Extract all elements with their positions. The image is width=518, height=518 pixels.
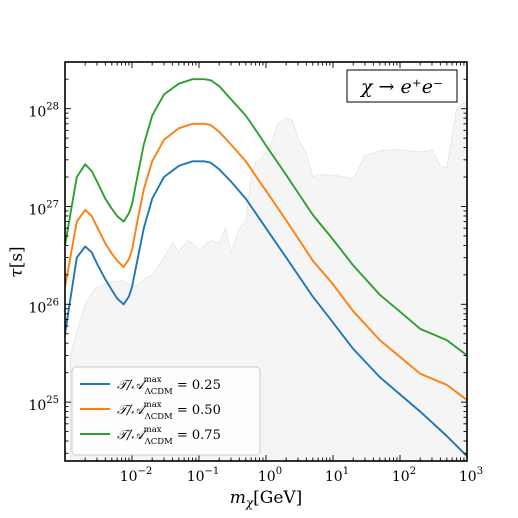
- series-line-2: [65, 122, 467, 401]
- legend-label-2: 𝒯/𝒜max ΛCDM = 0.50: [117, 400, 221, 422]
- x-tick-label: 102: [392, 466, 416, 485]
- chart-title-box: χ → e⁺e⁻: [346, 69, 458, 103]
- x-tick-label: 103: [459, 466, 483, 485]
- tick-labels-layer: 10−2 10−1 100 101 102 103 1025 1026 1027 1028: [28, 102, 483, 485]
- y-tick-label: 1025: [28, 395, 59, 414]
- x-tick-label: 10−1: [187, 466, 220, 485]
- ticks-layer: [64, 61, 468, 461]
- x-tick-label: 100: [258, 466, 282, 485]
- x-tick-label: 101: [325, 466, 349, 485]
- series-layer: [65, 78, 467, 457]
- series-line-3: [65, 78, 467, 357]
- series-line-1: [65, 160, 467, 457]
- chart-title: χ → e⁺e⁻: [359, 76, 443, 98]
- y-axis-label: τ[s]: [7, 246, 27, 277]
- legend-label-1: 𝒯/𝒜max ΛCDM = 0.25: [117, 375, 221, 397]
- x-tick-label: 10−2: [120, 466, 153, 485]
- y-tick-label: 1026: [28, 297, 59, 316]
- y-tick-label: 1027: [28, 199, 59, 218]
- legend-label-3: 𝒯/𝒜max ΛCDM = 0.75: [117, 425, 221, 447]
- legend: 𝒯/𝒜max ΛCDM = 0.25 𝒯/𝒜max ΛCDM = 0.50 𝒯/𝒜max…: [71, 366, 261, 456]
- x-axis-label: mχ[GeV]: [230, 488, 303, 510]
- y-tick-label: 1028: [28, 102, 59, 121]
